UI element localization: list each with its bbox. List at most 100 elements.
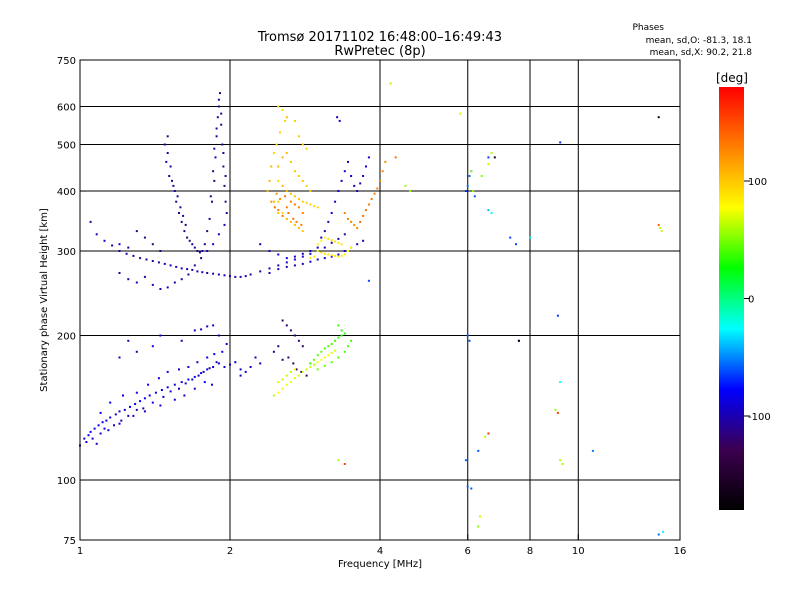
data-point [300, 223, 303, 226]
data-point [323, 236, 326, 239]
data-point [208, 217, 211, 220]
data-point [169, 390, 172, 393]
data-point [487, 156, 490, 159]
data-point [208, 367, 211, 370]
data-point [135, 350, 138, 353]
data-point [212, 272, 215, 275]
data-point [323, 230, 326, 233]
data-point [350, 246, 353, 249]
data-point [305, 374, 308, 377]
x-tick-label: 4 [377, 546, 383, 557]
data-point [118, 272, 121, 274]
data-point [277, 345, 280, 348]
data-point [320, 251, 323, 254]
data-point [168, 175, 171, 177]
data-point [347, 345, 349, 348]
data-point [273, 206, 276, 209]
data-point [213, 353, 216, 356]
data-point [362, 239, 365, 242]
data-point [350, 339, 353, 342]
data-point [309, 362, 312, 365]
data-point [359, 182, 362, 185]
data-point [657, 533, 660, 536]
data-point [301, 262, 304, 265]
data-point [340, 243, 343, 246]
data-point [91, 437, 94, 440]
data-point [379, 179, 381, 182]
data-point [554, 408, 557, 411]
data-point [295, 220, 298, 223]
data-point [301, 255, 304, 258]
data-point [323, 246, 326, 249]
data-point [293, 170, 296, 173]
data-point [376, 187, 379, 190]
data-point [166, 286, 169, 289]
data-point [191, 378, 194, 381]
data-point [159, 404, 162, 407]
x-axis-label: Frequency [MHz] [338, 559, 422, 570]
data-point [285, 190, 288, 192]
data-point [145, 258, 148, 261]
data-point [196, 361, 199, 364]
data-point [118, 243, 121, 246]
data-point [188, 239, 191, 242]
data-point [201, 250, 204, 252]
data-point [353, 223, 356, 226]
data-point [268, 272, 271, 274]
data-point [234, 275, 237, 278]
data-point [187, 366, 190, 368]
data-point [340, 329, 343, 332]
data-point [659, 227, 662, 229]
data-point [561, 463, 564, 465]
y-tick-label: 75 [63, 536, 76, 547]
data-point [277, 105, 280, 108]
data-point [316, 243, 319, 246]
data-point [313, 363, 316, 366]
data-point [281, 156, 284, 159]
data-point [660, 230, 663, 233]
data-point [160, 389, 163, 391]
data-point [289, 220, 292, 223]
data-point [350, 220, 353, 223]
data-point [212, 243, 215, 246]
data-point [309, 366, 312, 368]
data-point [213, 147, 216, 150]
x-tick-label: 2 [227, 546, 233, 557]
data-point [209, 195, 212, 198]
phases-line-o: mean, sd,O: -81.3, 18.1 [646, 36, 752, 46]
data-point [459, 112, 462, 115]
data-point [284, 119, 287, 122]
data-point [135, 408, 138, 411]
data-point [293, 223, 296, 226]
data-point [468, 339, 471, 342]
data-point [281, 212, 284, 214]
colorbar: [deg] 100 0 -100 [716, 71, 771, 510]
data-point [343, 170, 346, 173]
data-point [101, 421, 104, 424]
data-point [193, 246, 196, 249]
data-point [330, 254, 333, 257]
data-point [183, 394, 186, 397]
data-point [301, 143, 304, 146]
data-point [305, 147, 308, 150]
data-point [337, 336, 340, 339]
data-point [97, 424, 100, 427]
data-point [384, 160, 387, 163]
data-point [193, 329, 196, 332]
data-point [105, 419, 108, 422]
data-point [487, 432, 490, 435]
data-point [365, 165, 367, 168]
data-point [224, 175, 227, 177]
data-point [559, 459, 562, 462]
data-point [490, 212, 493, 214]
data-point [272, 200, 275, 203]
data-point [143, 410, 146, 413]
data-point [394, 156, 397, 159]
x-tick-label: 16 [674, 546, 687, 557]
data-point [162, 395, 165, 398]
data-point [356, 190, 359, 192]
data-point [103, 239, 106, 242]
x-tick-label: 10 [572, 546, 585, 557]
data-point [166, 135, 169, 138]
